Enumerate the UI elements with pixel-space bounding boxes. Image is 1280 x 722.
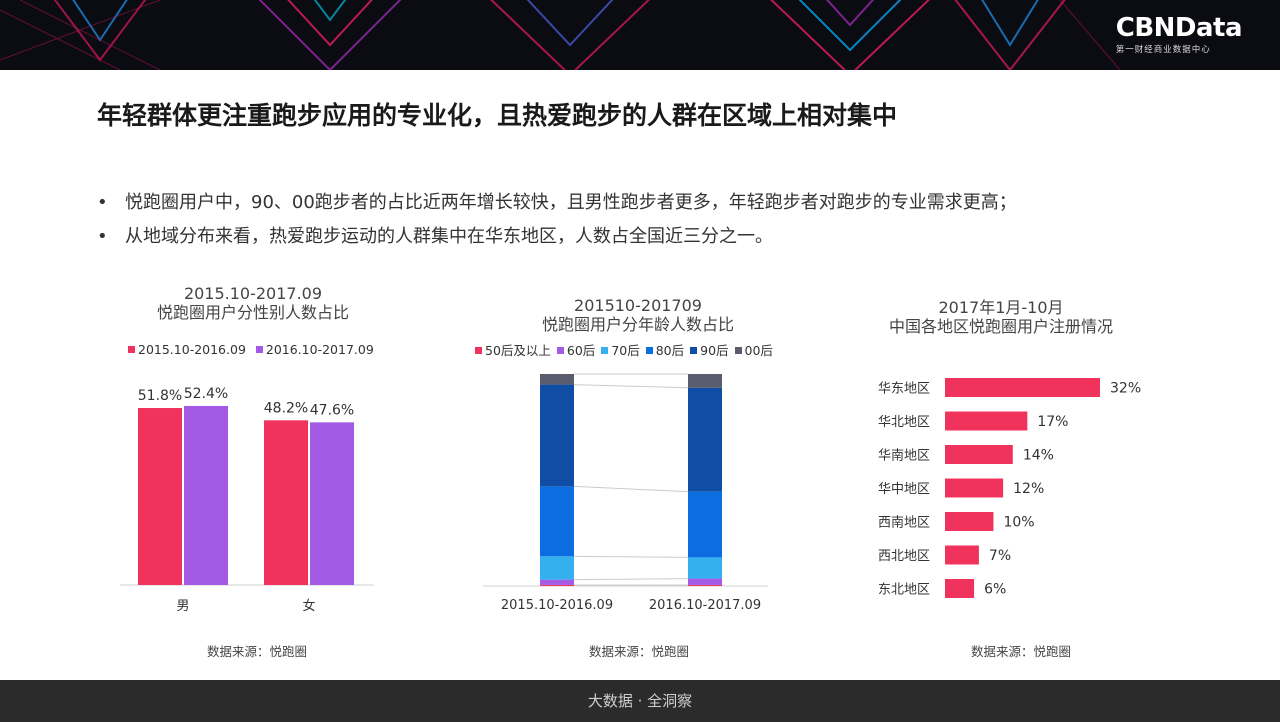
chart-title-line: 2015.10-2017.09 — [183, 284, 323, 303]
stacked-bar-segment — [540, 584, 574, 586]
legend-item: 90后 — [690, 340, 729, 359]
y-tick-label: 东北地区 — [878, 583, 930, 598]
bar — [264, 420, 308, 585]
legend-item: 70后 — [601, 340, 640, 359]
bar — [945, 478, 1004, 498]
bar-value-label: 7% — [989, 548, 1011, 564]
chart-title-line: 2017年1月-10月 — [938, 298, 1064, 317]
legend-label: 80后 — [655, 343, 685, 358]
stacked-bar-segment — [540, 384, 574, 487]
stacked-bar-segment — [540, 486, 574, 557]
age-stacked-bar-chart: 2015.10-2016.09 2016.10-2017.09 — [483, 373, 768, 613]
bullet-list: 悦跑圈用户中，90、00跑步者的占比近两年增长较快，且男性跑步者更多，年轻跑步者… — [97, 186, 1017, 254]
connector-line — [573, 555, 689, 558]
header-banner: CBNData 第一财经商业数据中心 — [0, 0, 1280, 70]
region-bar-chart: 华东地区 32% 华北地区 17% 华南地区 14% 华中地区 12% 西南地区 10% 西北地区 7… — [878, 378, 1141, 598]
bullet-item: 悦跑圈用户中，90、00跑步者的占比近两年增长较快，且男性跑步者更多，年轻跑步者… — [97, 186, 1017, 220]
y-tick-label: 华北地区 — [878, 415, 930, 430]
stacked-bar-segment — [688, 578, 722, 585]
connector-line — [573, 578, 689, 581]
x-tick-label: 男 — [176, 599, 189, 614]
bar — [945, 445, 1013, 464]
legend-label: 2015.10-2016.09 — [138, 342, 246, 357]
banner-decoration — [0, 0, 1121, 70]
legend-item: 60后 — [556, 340, 596, 359]
x-tick-label: 2015.10-2016.09 — [501, 598, 613, 613]
stacked-bar-segment — [688, 387, 722, 492]
y-tick-label: 华中地区 — [878, 482, 930, 497]
legend-item: 2016.10-2017.09 — [255, 342, 374, 357]
legend-swatch — [255, 346, 263, 353]
stacked-bar-segment — [540, 579, 574, 585]
legend-label: 60后 — [566, 343, 596, 358]
footer: 大数据 · 全洞察 — [0, 680, 1280, 722]
legend-item: 50后及以上 — [475, 340, 551, 359]
chart-title-line: 悦跑圈用户分年龄人数占比 — [541, 315, 734, 334]
connector-line — [573, 485, 689, 493]
y-tick-label: 西南地区 — [878, 515, 930, 531]
y-tick-label: 华南地区 — [878, 448, 930, 464]
legend-label: 50后及以上 — [485, 343, 551, 358]
bar — [945, 411, 1028, 431]
page-title: 年轻群体更注重跑步应用的专业化，且热爱跑步的人群在区域上相对集中 — [97, 101, 898, 130]
chart-title-line: 中国各地区悦跑圈用户注册情况 — [888, 317, 1113, 336]
stacked-bar-segment — [688, 491, 722, 558]
legend-swatch — [601, 347, 609, 354]
bar-value-label: 32% — [1110, 381, 1141, 397]
stacked-bar-segment — [688, 374, 722, 388]
bar-value-label: 6% — [984, 582, 1006, 598]
cbndata-logo: CBNData 第一财经商业数据中心 — [1115, 13, 1243, 55]
bar — [310, 422, 354, 585]
y-tick-label: 华东地区 — [878, 382, 930, 397]
x-tick-label: 女 — [302, 598, 315, 614]
legend-label: 90后 — [700, 343, 729, 358]
bar-value-label: 17% — [1037, 414, 1068, 430]
age-chart-legend: 50后及以上 60后 70后 80后 90后 00后 — [475, 340, 779, 359]
legend-swatch — [128, 346, 135, 353]
legend-swatch — [556, 347, 564, 354]
legend-swatch — [690, 347, 698, 354]
age-chart-title: 201510-201709 悦跑圈用户分年龄人数占比 — [470, 296, 806, 334]
bar — [945, 545, 979, 565]
bar-value-label: 12% — [1013, 481, 1044, 497]
chart-title-line: 201510-201709 — [574, 296, 702, 315]
gender-bar-chart: 51.8% 52.4% 男 48.2% 47.6% 女 — [120, 386, 374, 614]
legend-label: 2016.10-2017.09 — [265, 342, 374, 357]
bar — [184, 405, 228, 585]
footer-text: 大数据 · 全洞察 — [587, 692, 693, 710]
legend-swatch — [734, 347, 742, 354]
bullet-item: 从地域分布来看，热爱跑步运动的人群集中在华东地区，人数占全国近三分之一。 — [97, 220, 1017, 254]
region-chart-source: 数据来源：悦跑圈 — [970, 644, 1071, 659]
region-chart-title: 2017年1月-10月 中国各地区悦跑圈用户注册情况 — [856, 298, 1146, 336]
bar — [945, 378, 1100, 397]
legend-swatch — [475, 347, 482, 354]
legend-item: 80后 — [645, 340, 685, 359]
bar — [945, 512, 994, 531]
bar-value-label: 52.4% — [184, 386, 228, 402]
gender-chart-title: 2015.10-2017.09 悦跑圈用户分性别人数占比 — [97, 284, 409, 322]
stacked-bar-segment — [540, 556, 574, 580]
bar — [138, 408, 182, 585]
y-tick-label: 西北地区 — [878, 549, 930, 564]
connector-line — [573, 384, 689, 389]
gender-chart-legend: 2015.10-2016.09 2016.10-2017.09 — [128, 342, 380, 357]
bar — [945, 579, 975, 598]
chart-title-line: 悦跑圈用户分性别人数占比 — [156, 303, 349, 322]
bar-value-label: 14% — [1023, 448, 1054, 464]
stacked-bar-segment — [688, 584, 722, 586]
bar-value-label: 10% — [1003, 515, 1034, 531]
bar-value-label: 48.2% — [264, 400, 308, 416]
legend-swatch — [645, 347, 653, 354]
legend-item: 00后 — [734, 340, 773, 359]
bar-value-label: 47.6% — [310, 402, 354, 418]
stacked-bar-segment — [540, 374, 574, 385]
stacked-bar-segment — [688, 557, 722, 579]
gender-chart-source: 数据来源：悦跑圈 — [206, 644, 307, 659]
legend-label: 70后 — [611, 343, 640, 358]
legend-item: 2015.10-2016.09 — [128, 342, 246, 357]
age-chart-source: 数据来源：悦跑圈 — [588, 644, 689, 659]
bar-value-label: 51.8% — [138, 388, 182, 404]
x-tick-label: 2016.10-2017.09 — [649, 598, 761, 613]
legend-label: 00后 — [744, 343, 773, 358]
